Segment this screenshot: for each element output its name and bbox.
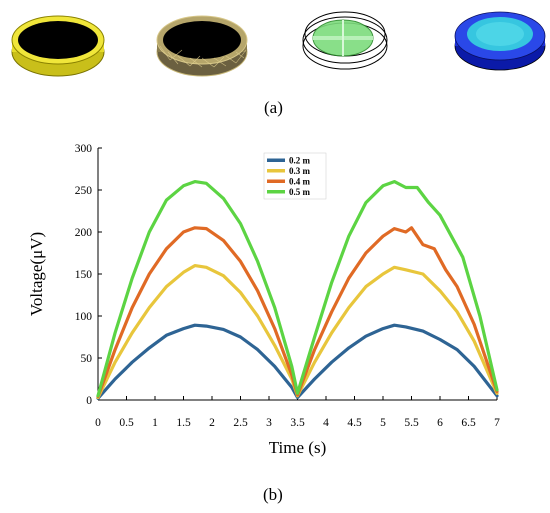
legend-label: 0.5 m — [289, 187, 311, 197]
x-tick-label: 4.5 — [347, 417, 362, 429]
x-tick-label: 3.5 — [290, 417, 305, 429]
y-axis-title: Voltage(μV) — [27, 232, 46, 316]
legend-label: 0.3 m — [289, 166, 311, 176]
series-line-0-4m — [96, 226, 499, 399]
x-tick-label: 3 — [266, 417, 272, 429]
series-lines — [96, 180, 499, 400]
legend-label: 0.4 m — [289, 176, 311, 186]
series-line-0-2m — [96, 323, 499, 400]
legend-label: 0.2 m — [289, 155, 311, 165]
panel-b-label: (b) — [263, 485, 283, 504]
x-tick-label: 5 — [380, 417, 386, 429]
x-tick-label: 1 — [152, 417, 158, 429]
y-tick-label: 50 — [81, 353, 93, 365]
x-tick-label: 0.5 — [119, 417, 134, 429]
series-line-0-5m — [96, 180, 499, 398]
y-tick-label: 100 — [75, 311, 93, 323]
disc-illustration-yellow — [11, 15, 105, 77]
x-tick-label: 6.5 — [461, 417, 476, 429]
x-tick-label: 7 — [494, 417, 500, 429]
disc-illustration-green — [302, 11, 388, 70]
x-tick-label: 4 — [323, 417, 329, 429]
y-tick-label: 250 — [75, 185, 93, 197]
y-tick-label: 300 — [75, 143, 93, 155]
disc-illustration-blue — [454, 11, 546, 71]
y-tick-label: 150 — [75, 269, 93, 281]
x-tick-label: 0 — [95, 417, 101, 429]
legend: 0.2 m0.3 m0.4 m0.5 m — [263, 152, 327, 200]
axes: 0 0.5 1 1.5 2 2.5 3 3.5 4 4.5 5 5.5 6 6.5 7 0 50 100 150 20… — [75, 143, 500, 429]
voltage-chart: 0 0.5 1 1.5 2 2.5 3 3.5 4 4.5 5 5.5 6 6.5 7 0 50 100 150 20… — [27, 143, 500, 457]
x-tick-label: 1.5 — [176, 417, 191, 429]
x-axis-title: Time (s) — [269, 438, 326, 457]
x-tick-label: 6 — [437, 417, 443, 429]
x-tick-label: 5.5 — [404, 417, 419, 429]
x-tick-label: 2.5 — [233, 417, 248, 429]
panel-a-label: (a) — [264, 98, 283, 117]
y-tick-label: 200 — [75, 227, 93, 239]
disc-illustration-mesh — [156, 15, 248, 77]
y-tick-label: 0 — [86, 395, 92, 407]
x-tick-label: 2 — [209, 417, 215, 429]
series-line-0-3m — [96, 264, 499, 400]
